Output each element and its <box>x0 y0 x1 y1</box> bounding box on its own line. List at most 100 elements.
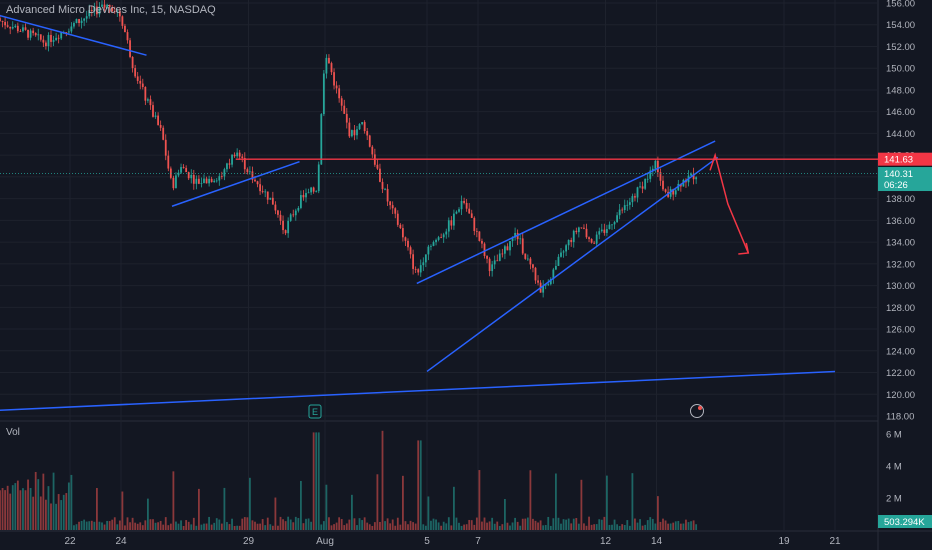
volume-bar <box>279 516 282 530</box>
time-axis[interactable]: 22 24 29 Aug 5 7 12 14 19 21 <box>64 536 841 547</box>
candle-body <box>34 33 37 36</box>
volume-bar <box>9 493 12 530</box>
volume-bar <box>19 490 22 530</box>
volume-bar <box>618 525 621 530</box>
volume-bar <box>57 494 60 530</box>
volume-bar <box>249 477 251 530</box>
candle-body <box>353 130 356 136</box>
candle-body <box>361 122 363 125</box>
candle-body <box>192 174 195 184</box>
volume-bar <box>259 523 261 530</box>
volume-bar <box>345 523 348 530</box>
candle-body <box>322 73 325 115</box>
candle-body <box>351 130 353 137</box>
volume-bar <box>50 503 52 530</box>
volume-bar <box>363 517 366 530</box>
volume-bar <box>328 517 330 530</box>
volume-tick-label: 6 M <box>886 430 902 441</box>
volume-bar <box>182 525 185 530</box>
price-tick-label: 148.00 <box>886 85 915 96</box>
volume-bar <box>134 522 137 530</box>
volume-bar <box>78 521 80 530</box>
volume-bar <box>274 497 277 530</box>
symbol-title[interactable]: Advanced Micro Devices Inc, 15, NASDAQ <box>6 4 216 16</box>
candle-body <box>118 11 121 17</box>
earnings-icon <box>308 404 322 419</box>
volume-bar <box>315 432 318 530</box>
volume-bar <box>269 524 272 530</box>
volume-bar <box>246 517 249 530</box>
volume-bar <box>111 519 114 530</box>
volume-bar <box>381 430 384 530</box>
volume-bar <box>340 519 343 530</box>
volume-bar <box>27 479 29 530</box>
candle-body <box>106 4 108 8</box>
dividend-icon-dot <box>698 406 702 410</box>
price-tick-label: 126.00 <box>886 325 915 336</box>
volume-bar <box>572 518 575 530</box>
volume-bar <box>396 517 399 530</box>
candle-body <box>136 76 139 81</box>
volume-bar <box>570 523 573 530</box>
volume-bar <box>343 525 346 530</box>
candle-body <box>175 175 177 189</box>
candle-body <box>67 31 70 33</box>
volume-bar <box>121 491 124 530</box>
last-price-tag-text: 140.31 <box>884 169 913 180</box>
candle-body <box>526 258 529 260</box>
candle-body <box>606 229 608 233</box>
candle-body <box>575 230 578 233</box>
candle-body <box>208 178 210 184</box>
candle-body <box>600 229 603 232</box>
price-axis[interactable]: 156.00 154.00 152.00 150.00 148.00 146.00 144.… <box>886 0 915 423</box>
earnings-icon-glyph: Е <box>312 407 318 417</box>
volume-bar <box>524 518 527 530</box>
candle-body <box>588 237 590 239</box>
volume-bar <box>567 518 570 530</box>
candle-body <box>560 252 562 257</box>
volume-last-tag-text: 503.294K <box>884 517 925 528</box>
volume-bar <box>481 521 483 530</box>
candle-body <box>223 169 226 177</box>
price-tick-label: 146.00 <box>886 107 915 118</box>
volume-bar <box>606 475 608 530</box>
volume-tick-label: 4 M <box>886 462 902 473</box>
candle-body <box>590 238 593 243</box>
candle-body <box>144 86 147 101</box>
candle-body <box>440 237 443 239</box>
last-price-tag <box>878 167 932 192</box>
volume-bar <box>662 518 664 530</box>
volume-bar <box>555 473 557 530</box>
volume-bar <box>180 520 182 530</box>
volume-bar <box>320 524 323 530</box>
time-tick-label: 7 <box>475 536 481 547</box>
candle-body <box>468 208 471 214</box>
candle-body <box>256 181 259 185</box>
candle-body <box>236 152 239 157</box>
resistance-price-tag-text: 141.63 <box>884 155 913 166</box>
volume-bar <box>187 521 190 530</box>
candle-body <box>241 156 244 159</box>
volume-bar <box>560 523 562 530</box>
volume-bar <box>399 524 402 530</box>
volume-bar <box>608 524 611 530</box>
candle-body <box>88 10 91 17</box>
candle-body <box>583 227 585 229</box>
volume-bar <box>80 520 83 530</box>
volume-bar <box>506 522 509 530</box>
candle-body <box>639 186 641 188</box>
candle-body <box>345 113 348 123</box>
candle-body <box>529 258 532 265</box>
candle-body <box>93 6 96 11</box>
volume-bar <box>539 520 542 530</box>
volume-bar <box>450 525 453 530</box>
price-tick-label: 154.00 <box>886 20 915 31</box>
candle-body <box>659 172 662 181</box>
candle-body <box>335 85 338 89</box>
time-tick-label: 29 <box>243 536 255 547</box>
volume-bar <box>496 521 499 530</box>
candle-body <box>0 18 1 22</box>
volume-bar <box>442 521 445 530</box>
volume-bar <box>226 521 228 530</box>
